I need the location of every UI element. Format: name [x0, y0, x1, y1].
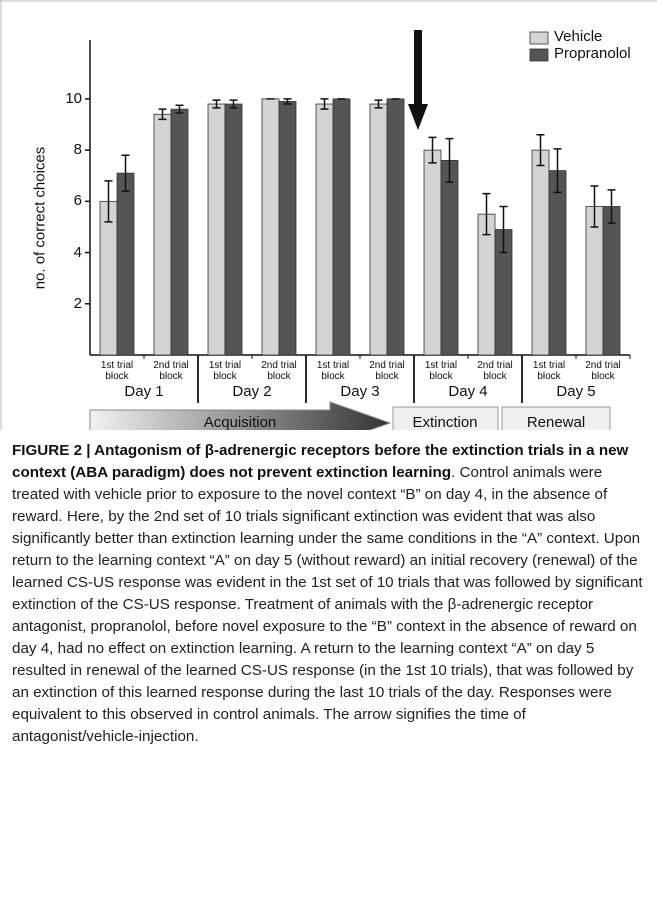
renewal-box — [501, 406, 611, 430]
bar — [207, 103, 226, 356]
error-bar — [590, 185, 599, 228]
x-tick-label: 1st trial block — [316, 360, 350, 382]
x-tick-label: 2nd trial block — [585, 360, 621, 382]
caption-text: . Control animals were treated with vehi… — [12, 464, 643, 745]
y-tick-label: 8 — [73, 141, 82, 159]
injection-arrow-head — [408, 104, 428, 130]
bar — [585, 206, 604, 356]
bar — [153, 113, 172, 356]
acquisition-arrow — [89, 401, 392, 430]
x-tick-label: 1st trial block — [424, 360, 458, 382]
bar — [278, 101, 297, 356]
x-tick-label: 1st trial block — [208, 360, 242, 382]
error-bar — [445, 137, 454, 183]
error-bar — [536, 134, 545, 167]
bar — [315, 103, 334, 356]
y-axis-label: no. of correct choices — [31, 146, 49, 290]
y-tick-label: 10 — [65, 89, 82, 107]
error-bar — [320, 98, 329, 110]
x-tick-label: 1st trial block — [100, 360, 134, 382]
x-tick-label: 2nd trial block — [261, 360, 297, 382]
group-label: Day 4 — [448, 383, 488, 400]
bar — [170, 108, 189, 356]
phase-label: Renewal — [526, 414, 586, 431]
error-bar — [158, 108, 167, 121]
extinction-box — [392, 406, 499, 430]
error-bar — [374, 99, 383, 109]
error-bar — [499, 205, 508, 254]
bar — [531, 149, 550, 356]
bar — [548, 170, 567, 356]
error-bar — [283, 98, 292, 105]
error-bar — [482, 192, 491, 236]
error-bar — [553, 148, 562, 194]
bar — [602, 206, 621, 356]
bar — [440, 159, 459, 356]
error-bar — [104, 180, 113, 223]
bar — [224, 103, 243, 356]
bar — [116, 172, 135, 356]
x-tick-label: 2nd trial block — [477, 360, 513, 382]
bar — [332, 98, 351, 356]
legend-swatch — [529, 48, 549, 62]
error-bar — [428, 136, 437, 164]
y-tick-label: 4 — [73, 243, 82, 261]
phase-label: Acquisition — [203, 414, 277, 431]
caption-title: FIGURE 2 | Antagonism of β-adrenergic re… — [12, 442, 629, 481]
error-bar — [212, 99, 221, 109]
bar — [386, 98, 405, 356]
error-bar — [121, 154, 130, 192]
error-bar — [229, 99, 238, 109]
error-bar — [607, 189, 616, 224]
y-tick-label: 2 — [73, 294, 82, 312]
phase-label: Extinction — [412, 414, 478, 431]
chart — [0, 0, 657, 430]
x-tick-label: 1st trial block — [532, 360, 566, 382]
bar — [369, 103, 388, 356]
caption: FIGURE 2 | Antagonism of β-adrenergic re… — [12, 440, 648, 748]
legend-label: Propranolol — [554, 45, 631, 62]
group-label: Day 5 — [556, 383, 596, 400]
group-label: Day 3 — [340, 383, 380, 400]
x-tick-label: 2nd trial block — [369, 360, 405, 382]
injection-arrow-shaft — [414, 30, 422, 106]
legend-swatch — [529, 31, 549, 45]
group-label: Day 1 — [124, 383, 164, 400]
legend-label: Vehicle — [554, 28, 603, 45]
x-tick-label: 2nd trial block — [153, 360, 189, 382]
bar — [261, 98, 280, 356]
y-tick-label: 6 — [73, 192, 82, 210]
bar — [423, 149, 442, 356]
bar — [99, 200, 118, 356]
error-bar — [175, 104, 184, 114]
group-label: Day 2 — [232, 383, 272, 400]
